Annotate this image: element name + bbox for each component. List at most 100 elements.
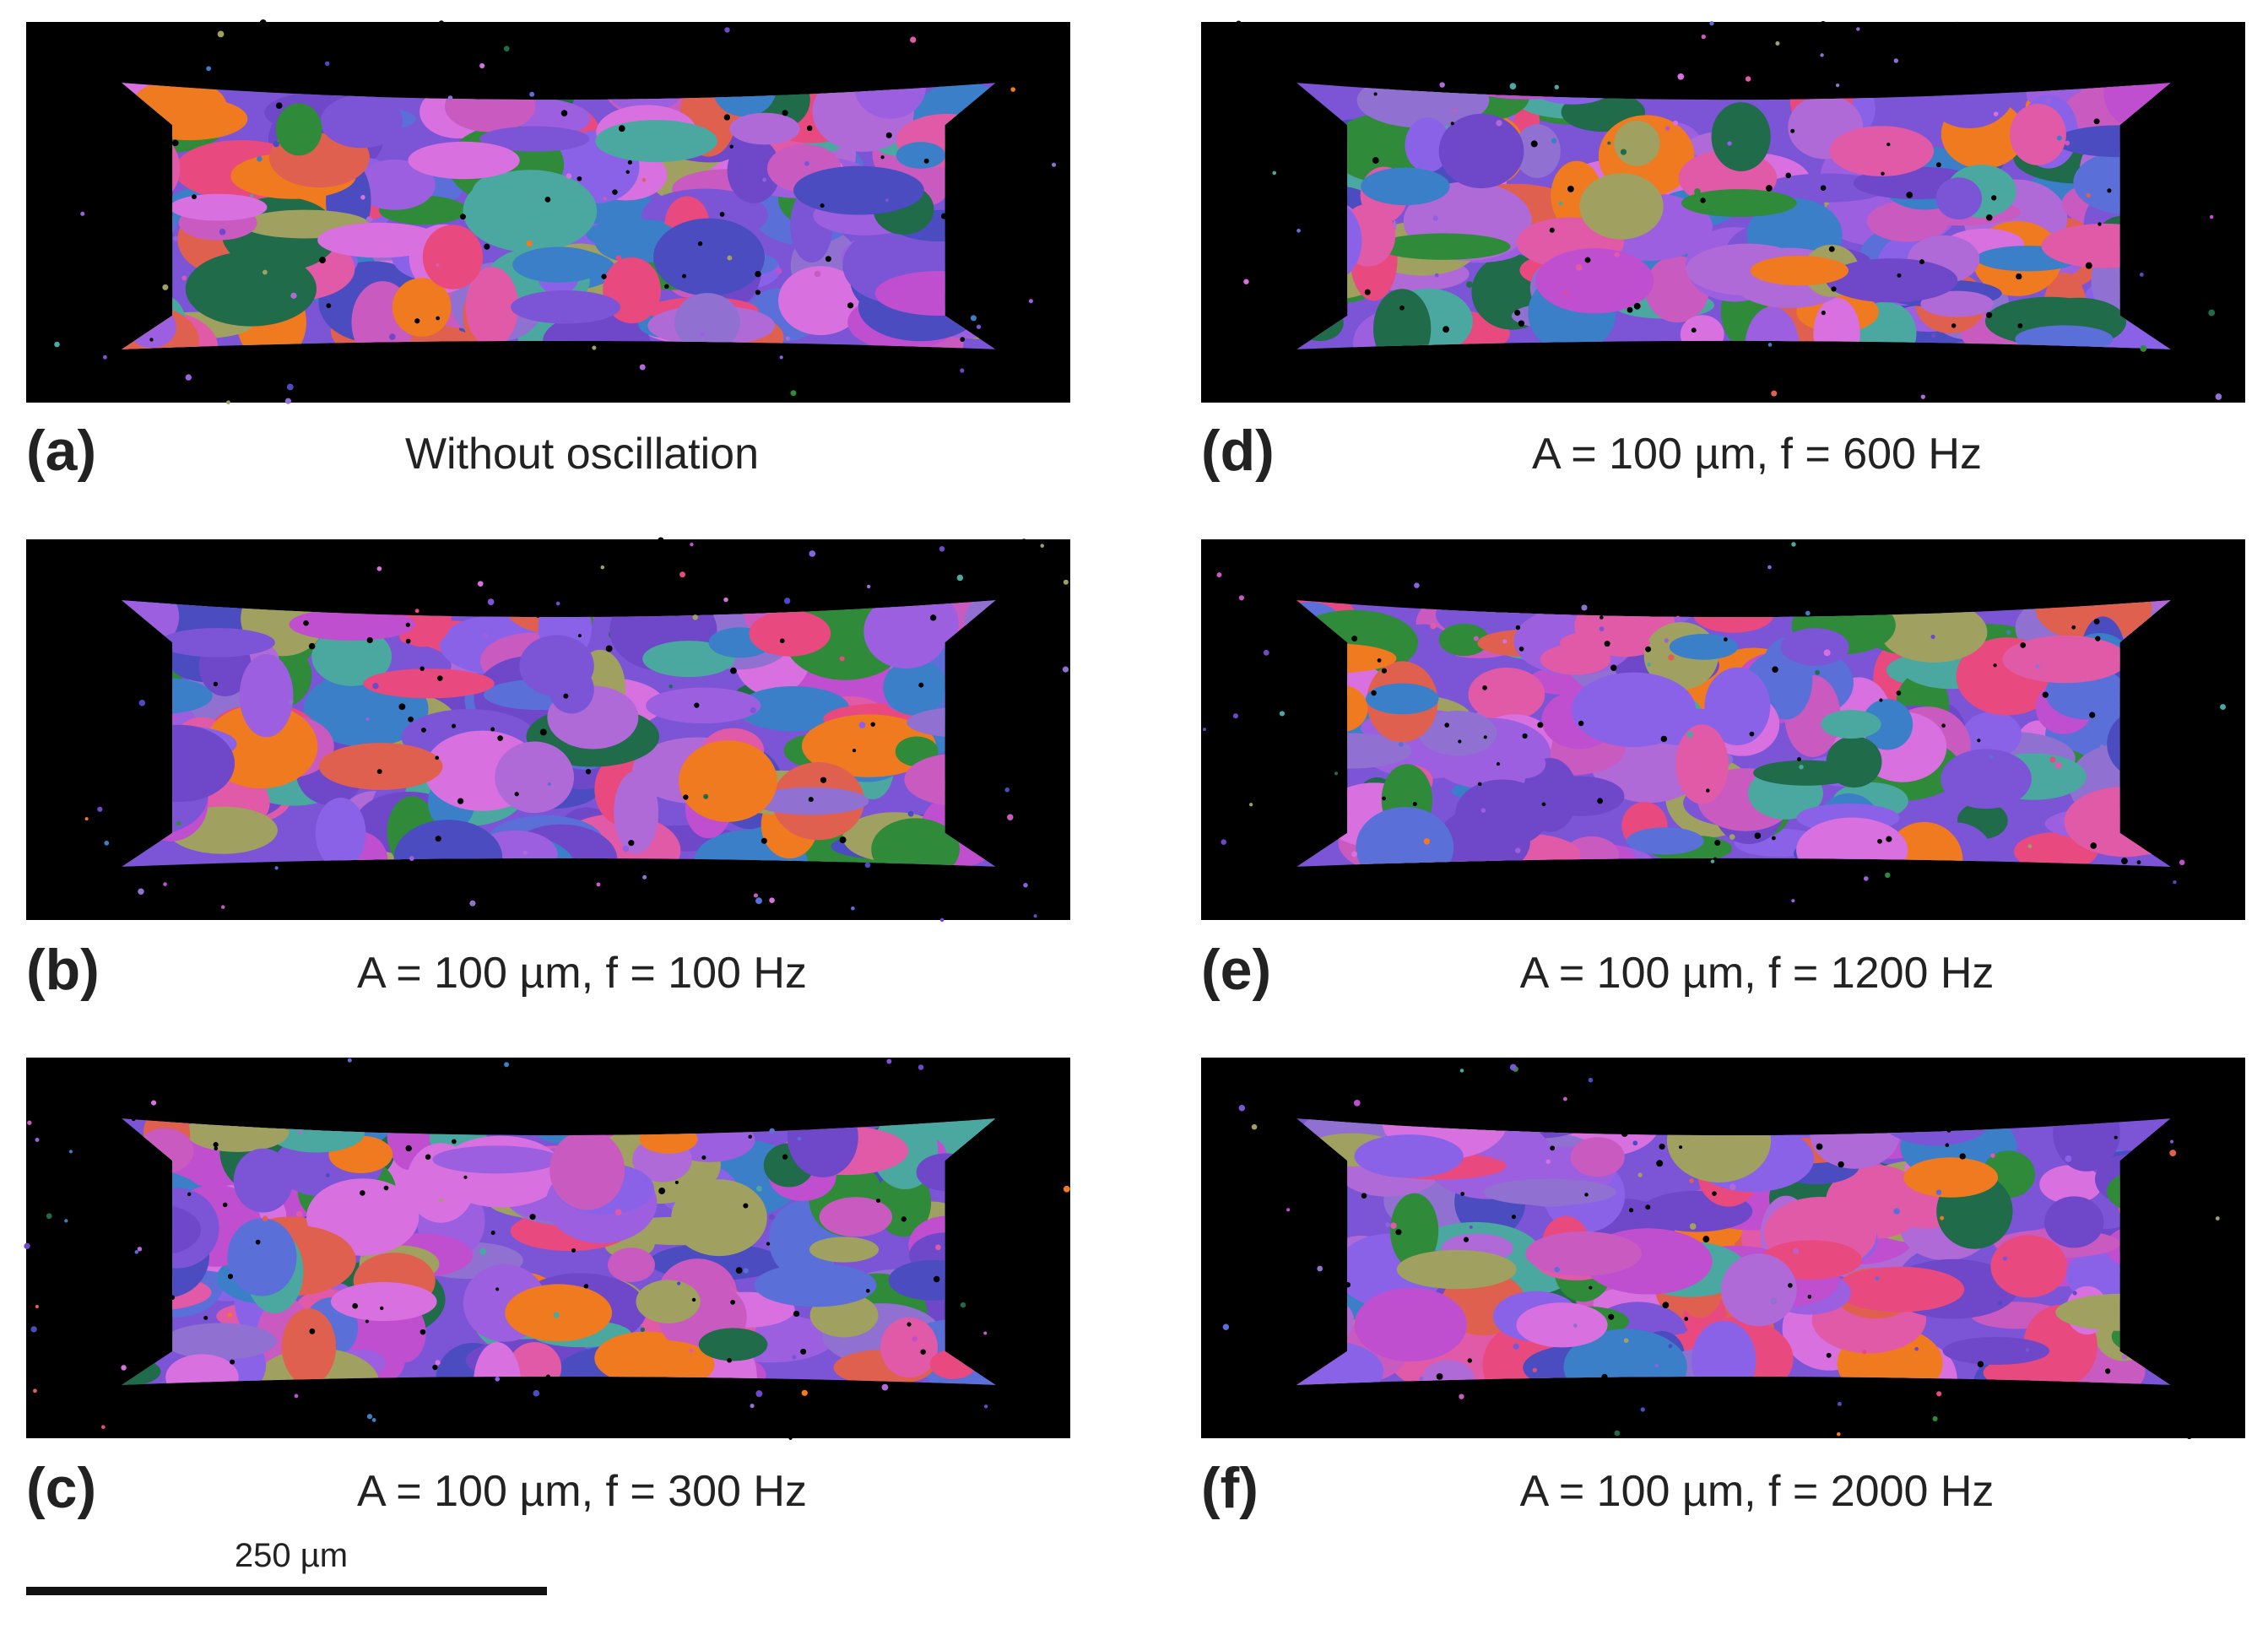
speckle bbox=[1821, 310, 1826, 316]
speckle bbox=[935, 1244, 941, 1251]
speckle bbox=[1453, 108, 1457, 113]
speckle bbox=[149, 338, 154, 342]
speckle bbox=[495, 1377, 501, 1382]
speckle bbox=[2107, 188, 2112, 193]
speckle bbox=[885, 132, 892, 138]
speckle bbox=[1434, 273, 1439, 278]
speckle bbox=[116, 793, 123, 799]
speckle bbox=[1284, 899, 1291, 907]
speckle bbox=[1600, 615, 1604, 620]
speckle bbox=[1683, 701, 1690, 708]
speckle bbox=[1564, 290, 1568, 295]
speckle bbox=[1273, 810, 1279, 816]
speckle bbox=[1458, 739, 1462, 744]
speckle bbox=[2236, 60, 2241, 65]
speckle bbox=[84, 817, 89, 821]
grain bbox=[1866, 200, 1950, 242]
speckle bbox=[1610, 664, 1617, 671]
speckle bbox=[1729, 834, 1735, 840]
grain bbox=[787, 1118, 858, 1177]
speckle bbox=[1031, 325, 1036, 330]
speckle bbox=[171, 139, 179, 147]
speckle bbox=[286, 383, 294, 391]
speckle bbox=[1881, 171, 1885, 176]
grain bbox=[679, 740, 777, 822]
speckle bbox=[1932, 1415, 1938, 1421]
speckle bbox=[679, 571, 685, 578]
speckle bbox=[1951, 1414, 1958, 1421]
speckle bbox=[1063, 579, 1069, 585]
speckle bbox=[1665, 126, 1670, 131]
speckle bbox=[1033, 914, 1037, 918]
grain bbox=[318, 743, 443, 790]
speckle bbox=[2104, 1368, 2111, 1374]
speckle bbox=[918, 682, 924, 688]
speckle bbox=[692, 614, 698, 620]
grain bbox=[1535, 248, 1654, 314]
speckle bbox=[1269, 1380, 1275, 1384]
grain bbox=[1468, 668, 1545, 722]
speckle bbox=[1514, 310, 1521, 317]
speckle bbox=[1463, 1237, 1470, 1242]
speckle bbox=[1572, 1323, 1578, 1328]
speckle bbox=[1515, 625, 1521, 630]
speckle bbox=[1727, 141, 1732, 146]
speckle bbox=[1796, 1399, 1802, 1404]
speckle bbox=[480, 86, 486, 91]
speckle bbox=[2136, 860, 2141, 865]
speckle bbox=[1799, 764, 1804, 770]
speckle bbox=[727, 255, 733, 261]
speckle bbox=[529, 1214, 536, 1220]
speckle bbox=[1466, 281, 1473, 288]
speckle bbox=[1959, 1153, 1966, 1160]
speckle bbox=[474, 1071, 481, 1079]
grain bbox=[1880, 601, 1988, 663]
grain bbox=[1522, 758, 1578, 832]
grain bbox=[883, 659, 947, 716]
speckle bbox=[1614, 1430, 1621, 1437]
grain bbox=[1942, 1337, 2050, 1365]
speckle bbox=[113, 1196, 119, 1202]
speckle bbox=[604, 366, 610, 373]
speckle bbox=[131, 904, 138, 910]
grain bbox=[549, 1129, 625, 1210]
grain bbox=[793, 165, 924, 215]
speckle bbox=[2002, 1256, 2008, 1261]
speckle bbox=[170, 1295, 175, 1301]
speckle bbox=[455, 1425, 460, 1431]
speckle bbox=[1919, 259, 1924, 265]
speckle bbox=[453, 1074, 460, 1081]
speckle bbox=[2065, 541, 2070, 546]
speckle bbox=[1581, 604, 1588, 611]
grain bbox=[165, 1354, 239, 1385]
speckle bbox=[885, 198, 889, 203]
speckle bbox=[276, 1069, 280, 1074]
speckle bbox=[409, 856, 414, 861]
speckle bbox=[1430, 623, 1437, 630]
speckle bbox=[1509, 1063, 1517, 1071]
speckle bbox=[246, 1069, 251, 1073]
speckle bbox=[1856, 27, 1860, 31]
speckle bbox=[526, 607, 532, 613]
speckle bbox=[1554, 1266, 1560, 1273]
speckle bbox=[332, 378, 338, 385]
speckle bbox=[1689, 1178, 1694, 1183]
speckle bbox=[1654, 1364, 1659, 1368]
speckle bbox=[719, 40, 724, 45]
speckle bbox=[2139, 272, 2144, 277]
speckle bbox=[1929, 60, 1936, 68]
grain-region bbox=[122, 600, 996, 867]
speckle bbox=[839, 656, 845, 662]
speckle bbox=[241, 379, 248, 385]
panel-caption: A = 100 µm, f = 300 Hz bbox=[357, 1467, 807, 1516]
grain bbox=[809, 1237, 880, 1263]
speckle bbox=[1351, 596, 1356, 601]
speckle bbox=[452, 1139, 457, 1145]
speckle bbox=[295, 1210, 303, 1218]
speckle bbox=[2006, 630, 2011, 635]
grain bbox=[1813, 297, 1860, 349]
speckle bbox=[1372, 157, 1379, 164]
speckle bbox=[89, 1104, 95, 1111]
speckle bbox=[219, 228, 226, 235]
speckle bbox=[1645, 646, 1652, 652]
